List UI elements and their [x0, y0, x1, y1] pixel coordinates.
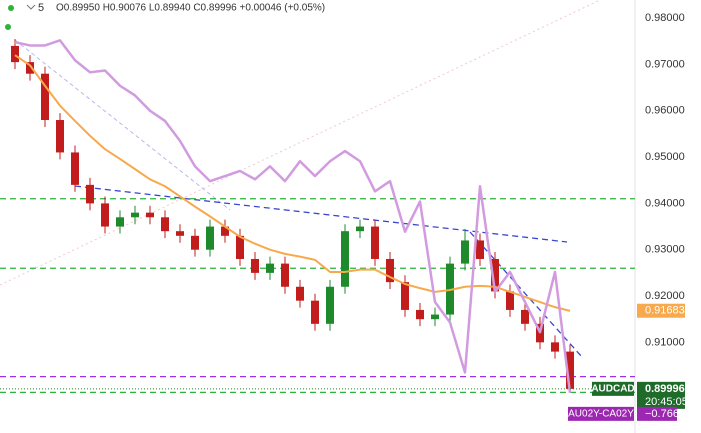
candle-body	[236, 235, 244, 259]
candle-body	[221, 226, 229, 236]
spread-badge	[637, 406, 677, 421]
candle-body	[566, 351, 574, 389]
candle-body	[476, 240, 484, 259]
y-tick-label: 0.93000	[645, 244, 685, 256]
y-tick-label: 0.96000	[645, 105, 685, 117]
candle-body	[266, 263, 274, 273]
price-label: 0.89996	[645, 383, 685, 395]
candle-body	[296, 286, 304, 301]
y-tick-label: 0.91000	[645, 336, 685, 348]
y-tick-label: 0.94000	[645, 197, 685, 209]
countdown: 20:45:05	[645, 396, 688, 408]
candle-body	[371, 226, 379, 259]
candle-body	[161, 217, 169, 232]
candle-body	[461, 240, 469, 264]
y-tick-label: 0.98000	[645, 12, 685, 24]
y-tick-label: 0.92000	[645, 290, 685, 302]
ohlc-header: O0.89950 H0.90076 L0.89940 C0.89996 +0.0…	[56, 3, 325, 14]
spread-symbol: AU02Y-CA02Y	[568, 408, 634, 419]
trend-line	[469, 231, 583, 358]
trend-line	[0, 0, 601, 286]
candle-body	[491, 258, 499, 292]
status-dot	[5, 24, 11, 30]
trend-line	[14, 39, 231, 211]
interval: 5	[38, 2, 44, 14]
candle-body	[341, 231, 349, 287]
series-line	[14, 39, 572, 393]
candle-body	[506, 291, 514, 310]
candle-body	[86, 184, 94, 204]
candle-body	[206, 226, 214, 250]
candle-body	[311, 300, 319, 324]
candle-body	[416, 309, 424, 320]
candle-body	[146, 212, 154, 218]
candle-body	[131, 212, 139, 218]
candle-body	[26, 62, 34, 74]
spread-symbol-badge	[568, 406, 634, 421]
trend-line	[74, 185, 568, 243]
candle-body	[431, 314, 439, 320]
candle-body	[281, 263, 289, 287]
candle-body	[71, 152, 79, 185]
candle-body	[191, 235, 199, 250]
series-line	[14, 54, 571, 312]
symbol-badge	[592, 381, 634, 396]
spread-label: −0.766	[645, 408, 679, 420]
symbol-label: AUDCAD	[591, 383, 634, 394]
y-tick-label: 0.97000	[645, 58, 685, 70]
plot	[0, 38, 635, 394]
collapse-icon	[26, 4, 36, 10]
candle-body	[176, 231, 184, 236]
price-badge	[637, 381, 685, 409]
ma-label: 0.91683	[645, 305, 685, 317]
candle-body	[56, 120, 64, 153]
candle-body	[401, 282, 409, 310]
candle-body	[41, 73, 49, 121]
candle-body	[116, 217, 124, 227]
candle-body	[356, 226, 364, 232]
candle-body	[251, 258, 259, 273]
candle-body	[326, 286, 334, 324]
candle-body	[551, 342, 559, 352]
candle-body	[521, 309, 529, 324]
candle-body	[101, 203, 109, 227]
y-tick-label: 0.95000	[645, 151, 685, 163]
status-dot	[8, 5, 14, 11]
ma-badge	[637, 303, 685, 318]
candle-body	[386, 258, 394, 283]
candle-body	[11, 45, 19, 63]
